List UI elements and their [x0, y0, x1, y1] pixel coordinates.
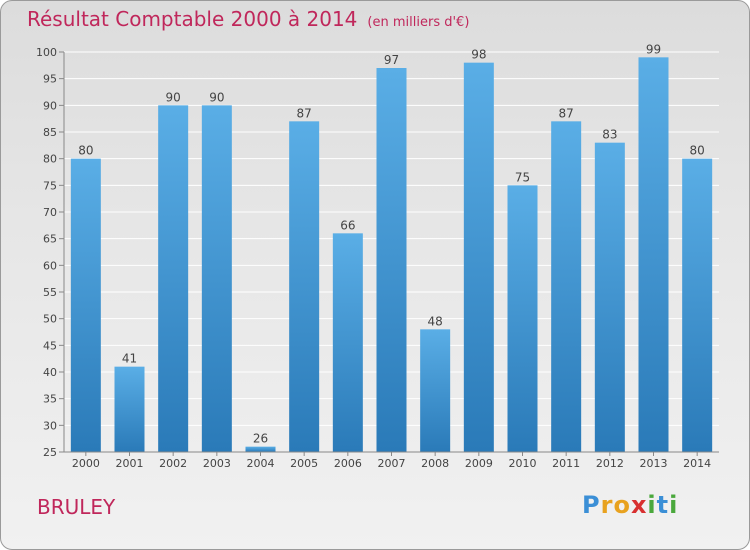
x-tick-label: 2004: [247, 457, 275, 470]
chart-title-text: Résultat Comptable 2000 à 2014: [27, 7, 358, 31]
y-tick-label: 85: [43, 126, 57, 139]
data-labels: 80 41 90 90 26 87 66 97 48 98 75 87 83 99 80: [78, 42, 705, 445]
y-tick-label: 75: [43, 179, 57, 192]
data-label: 87: [559, 106, 574, 120]
x-tick-label: 2006: [334, 457, 362, 470]
bar: [376, 68, 407, 452]
logo-letter: t: [656, 491, 670, 519]
y-tick-label: 25: [43, 446, 57, 459]
y-axis-ticks: 25 30 35 40 45 50 55 60 65 70 75 80 85 90 95 100: [36, 46, 64, 459]
x-tick-label: 2010: [509, 457, 537, 470]
x-tick-label: 2009: [465, 457, 493, 470]
data-label: 87: [297, 106, 312, 120]
x-tick-label: 2001: [116, 457, 144, 470]
axes: [63, 52, 719, 453]
y-tick-label: 95: [43, 73, 57, 86]
bar: [420, 329, 451, 452]
y-tick-label: 45: [43, 339, 57, 352]
y-tick-label: 60: [43, 259, 57, 272]
bar: [594, 142, 625, 452]
y-tick-label: 30: [43, 419, 57, 432]
x-tick-label: 2014: [683, 457, 711, 470]
x-tick-label: 2013: [640, 457, 668, 470]
data-label: 90: [166, 90, 181, 104]
logo-letter: i: [669, 491, 679, 519]
x-tick-label: 2008: [421, 457, 449, 470]
y-tick-label: 55: [43, 286, 57, 299]
logo-letter: o: [613, 491, 631, 519]
x-axis-ticks: 2000 2001 2002 2003 2004 2005 2006 2007 2008 2009…: [72, 452, 711, 470]
data-label: 80: [690, 144, 705, 158]
y-tick-label: 35: [43, 393, 57, 406]
bars: [70, 57, 713, 453]
x-tick-label: 2005: [290, 457, 318, 470]
logo-letter: r: [600, 491, 614, 519]
data-label: 90: [209, 90, 224, 104]
location-name: BRULEY: [37, 495, 116, 519]
y-tick-label: 70: [43, 206, 57, 219]
bar: [289, 121, 320, 452]
bar: [114, 366, 145, 452]
logo-letter: i: [647, 491, 657, 519]
y-tick-label: 65: [43, 233, 57, 246]
bar: [70, 158, 101, 452]
data-label: 75: [515, 170, 530, 184]
data-label: 99: [646, 42, 661, 56]
bar: [507, 185, 538, 453]
y-tick-label: 90: [43, 99, 57, 112]
bar: [332, 233, 363, 452]
data-label: 98: [471, 48, 486, 62]
bar: [638, 57, 669, 452]
data-label: 83: [602, 128, 617, 142]
data-label: 80: [78, 144, 93, 158]
x-tick-label: 2003: [203, 457, 231, 470]
x-tick-label: 2007: [378, 457, 406, 470]
x-tick-label: 2011: [552, 457, 580, 470]
logo-letter: P: [582, 491, 601, 519]
x-tick-label: 2002: [159, 457, 187, 470]
x-tick-label: 2000: [72, 457, 100, 470]
data-label: 97: [384, 53, 399, 67]
y-tick-label: 80: [43, 153, 57, 166]
x-tick-label: 2012: [596, 457, 624, 470]
bar: [682, 158, 713, 452]
bar: [463, 62, 494, 453]
data-label: 66: [340, 218, 355, 232]
chart-subtitle: (en milliers d'€): [367, 15, 470, 30]
chart-title: Résultat Comptable 2000 à 2014 (en millie…: [27, 7, 469, 31]
bar: [245, 446, 276, 452]
y-tick-label: 100: [36, 46, 57, 59]
bar: [201, 105, 232, 452]
logo-letter: x: [630, 491, 648, 519]
y-tick-label: 50: [43, 313, 57, 326]
proxiti-logo: Proxiti: [582, 491, 678, 519]
bar: [158, 105, 189, 452]
y-tick-label: 40: [43, 366, 57, 379]
data-label: 26: [253, 432, 268, 446]
bar: [551, 121, 582, 452]
data-label: 41: [122, 352, 137, 366]
data-label: 48: [428, 314, 443, 328]
